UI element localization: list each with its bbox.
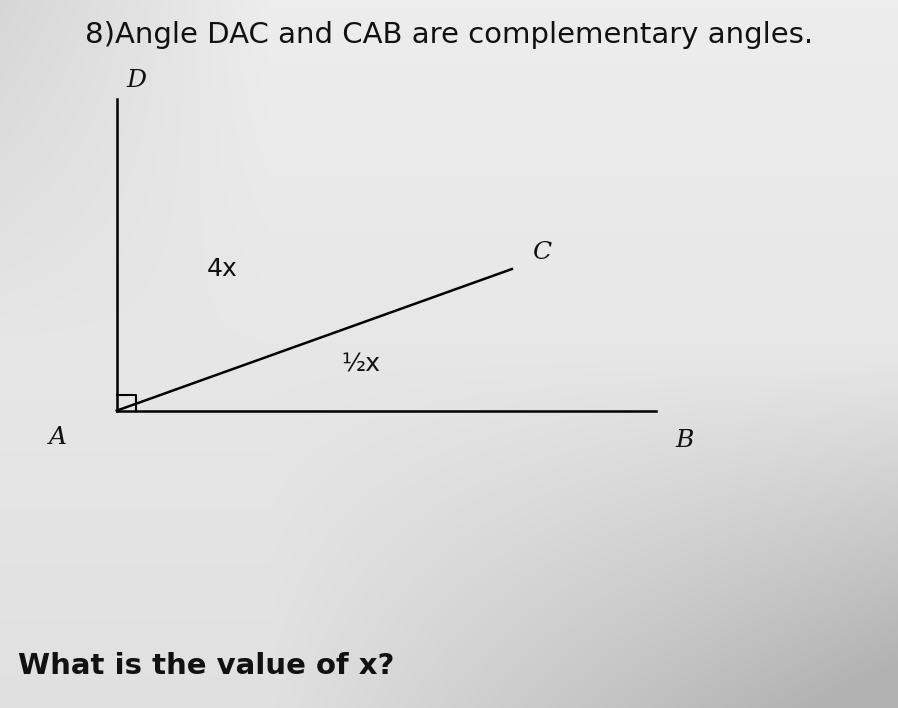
Text: 4x: 4x [207,257,237,281]
Text: 8)Angle DAC and CAB are complementary angles.: 8)Angle DAC and CAB are complementary an… [85,21,813,50]
Text: What is the value of x?: What is the value of x? [18,651,394,680]
Text: D: D [127,69,146,92]
Text: C: C [532,241,550,264]
Text: ½x: ½x [341,353,380,377]
Text: A: A [49,426,67,449]
Text: B: B [675,429,693,452]
